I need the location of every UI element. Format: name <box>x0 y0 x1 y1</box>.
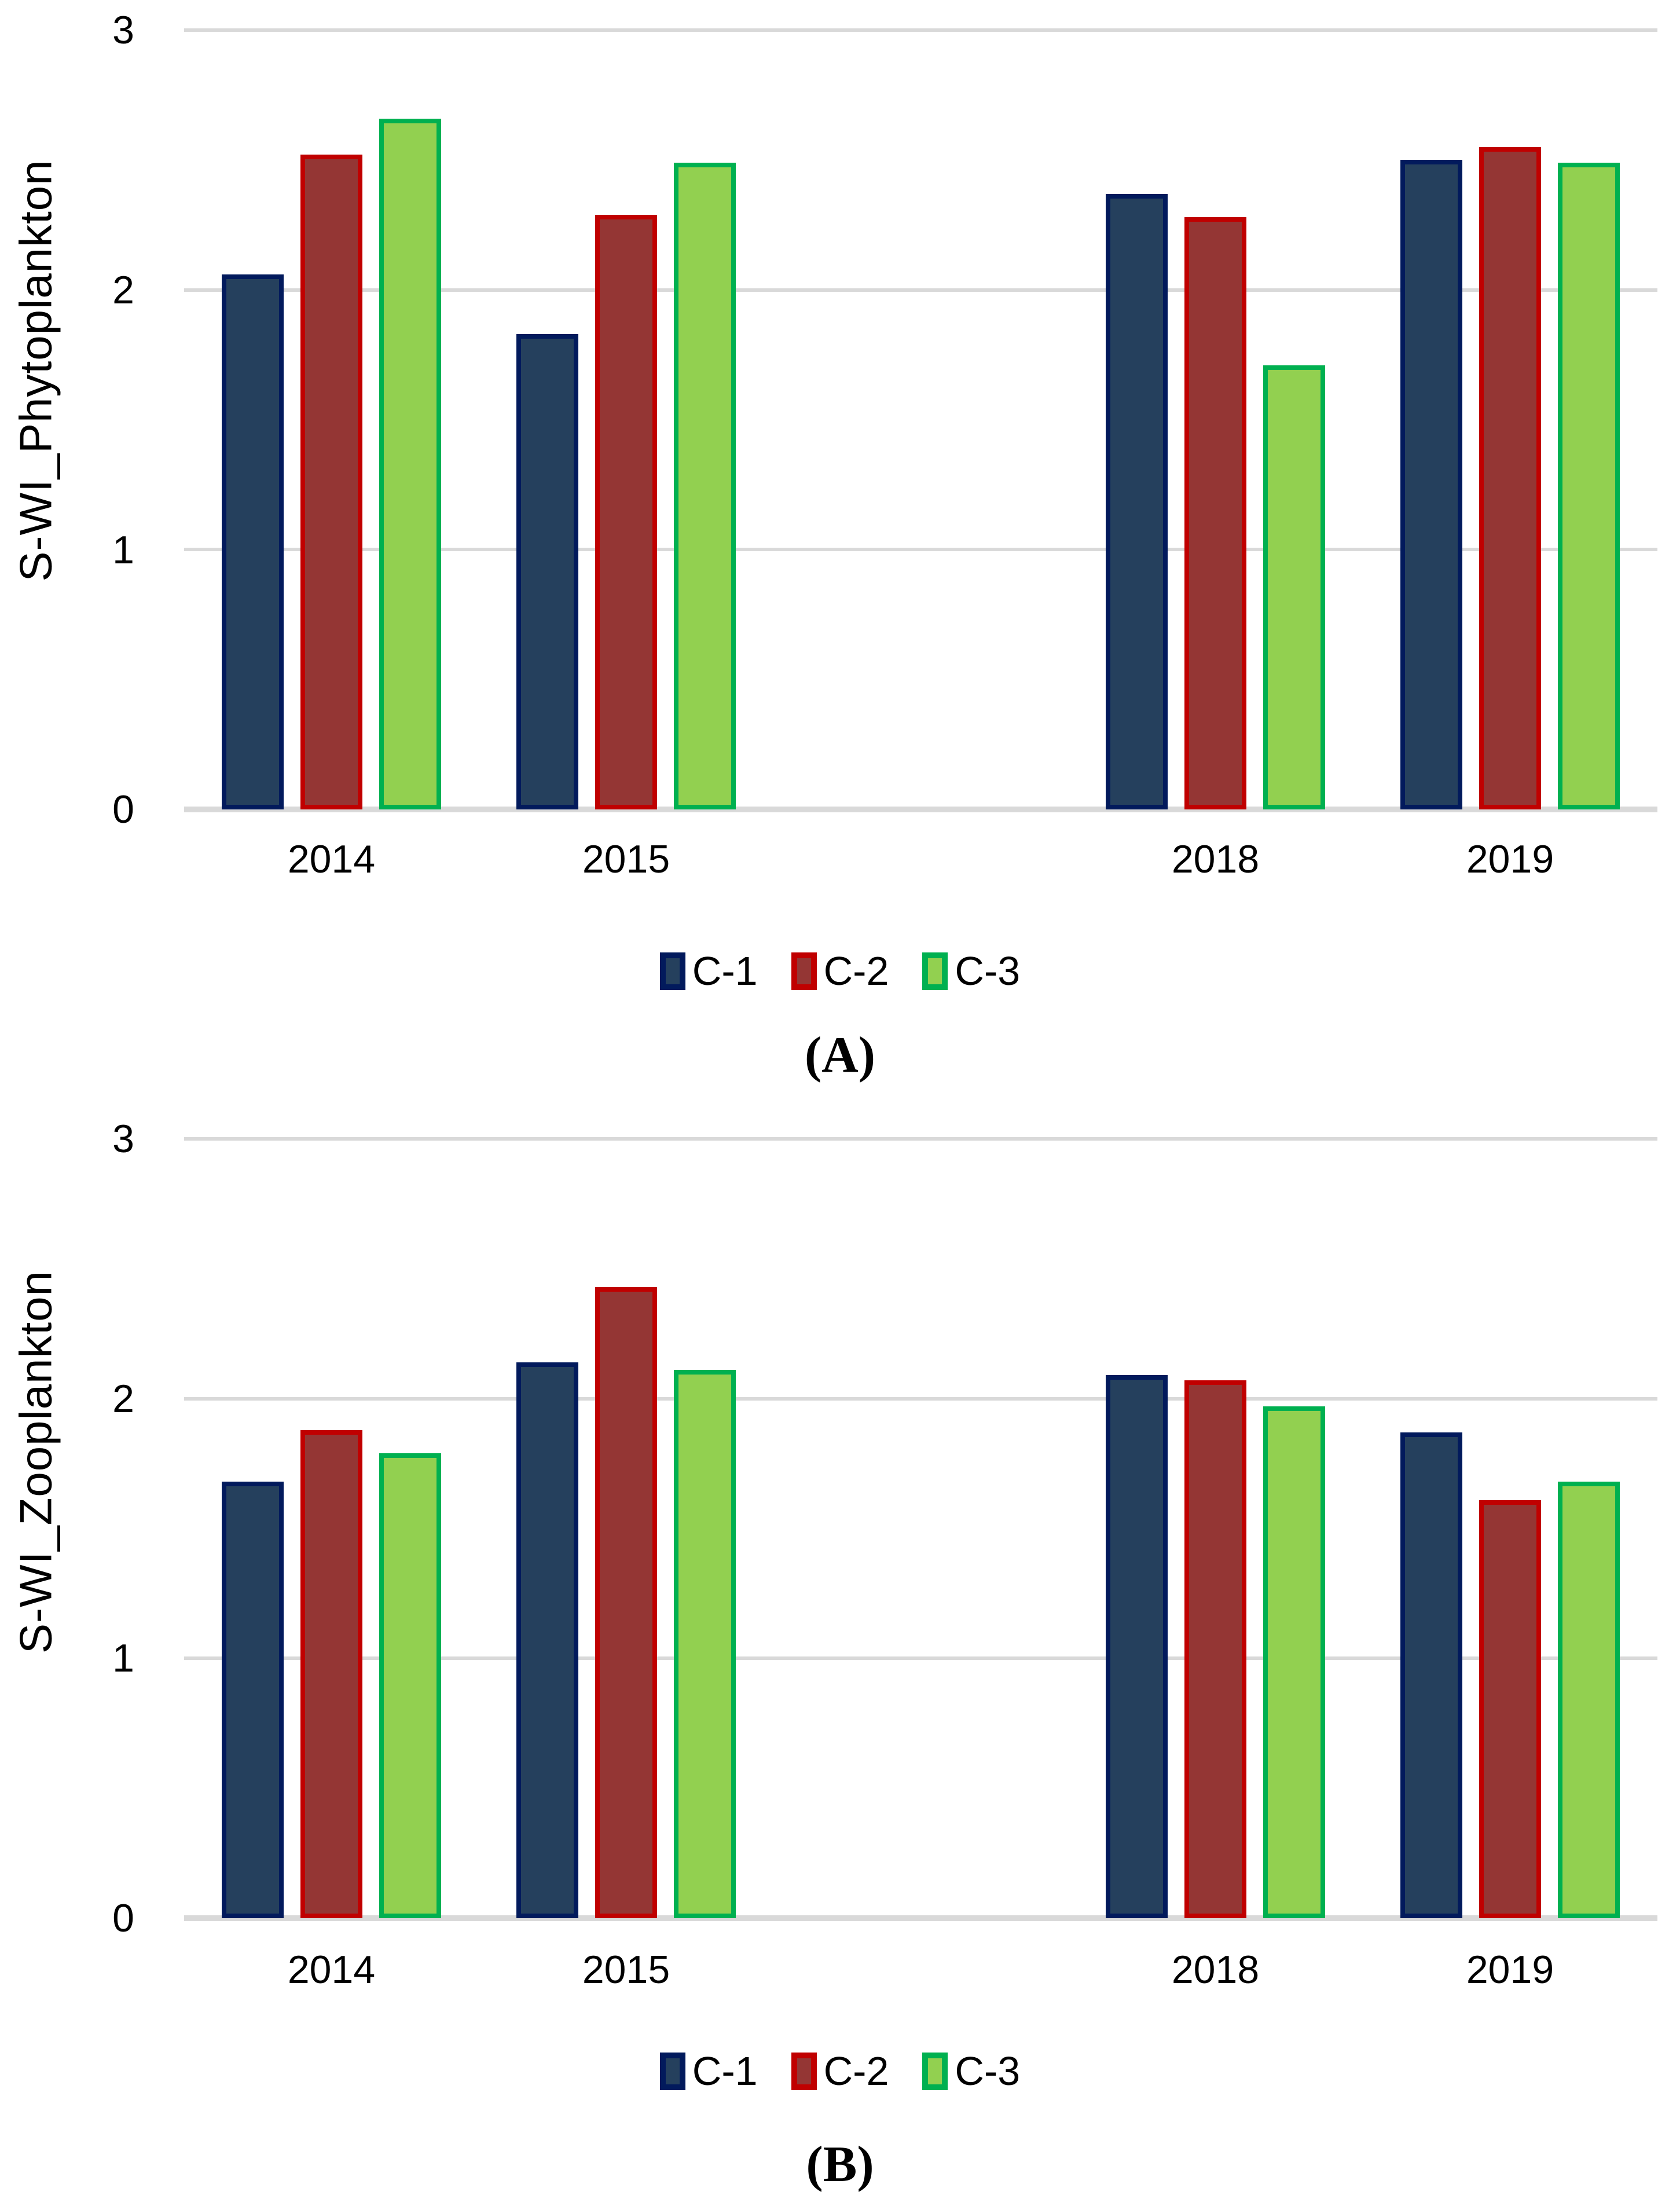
x-axis-line <box>184 807 1657 812</box>
legend-label: C-1 <box>692 948 758 994</box>
bars-container <box>184 1139 1657 1918</box>
y-axis-title: S-WI_Zooplankton <box>10 1270 61 1654</box>
panel-caption: (A) <box>804 1027 876 1083</box>
legend-item: C-2 <box>791 2051 889 2091</box>
bar-c-3-2019 <box>1558 162 1620 809</box>
x-tick-label: 2018 <box>1171 1948 1260 1992</box>
bar-group-2018 <box>1068 1139 1363 1918</box>
legend: C-1 C-2 C-3 <box>0 951 1680 991</box>
bar-c-2-2015 <box>595 214 657 809</box>
y-tick-label: 2 <box>112 1377 134 1421</box>
x-tick-label: 2015 <box>582 1948 670 1992</box>
bar-group-2019 <box>1363 1139 1657 1918</box>
legend: C-1 C-2 C-3 <box>0 2051 1680 2091</box>
bar-group-2015 <box>479 1139 773 1918</box>
legend-label: C-2 <box>823 948 889 994</box>
bar-c-3-2018 <box>1263 365 1325 809</box>
bar-c-3-2015 <box>674 1370 736 1918</box>
bar-c-1-2014 <box>222 1482 284 1918</box>
x-axis-labels: 2014 2015 2018 2019 <box>184 838 1657 890</box>
bar-c-2-2018 <box>1184 217 1246 809</box>
gridline <box>184 28 1657 32</box>
legend-swatch-c2 <box>791 2052 817 2090</box>
legend-swatch-c1 <box>659 952 685 990</box>
bar-c-1-2015 <box>516 1362 578 1918</box>
panel-b: S-WI_Zooplankton 3 2 1 0 2014 2015 2018 201… <box>0 1100 1680 2199</box>
bar-c-2-2014 <box>300 155 362 809</box>
bar-group-2014 <box>184 30 479 809</box>
bar-c-3-2014 <box>379 1453 441 1918</box>
legend-item: C-1 <box>659 948 758 994</box>
y-tick-label: 1 <box>112 528 134 572</box>
plot-area <box>184 1137 1657 1921</box>
y-tick-label: 1 <box>112 1636 134 1680</box>
x-tick-label: 2019 <box>1466 1948 1554 1992</box>
bar-group-2014 <box>184 1139 479 1918</box>
gridline <box>184 288 1657 292</box>
legend-item: C-3 <box>922 2051 1020 2091</box>
y-tick-label: 0 <box>112 1896 134 1940</box>
bars-container <box>184 30 1657 809</box>
x-tick-label: 2019 <box>1466 837 1554 881</box>
legend-label: C-2 <box>823 2048 889 2094</box>
gridline <box>184 548 1657 552</box>
gridline <box>184 1397 1657 1401</box>
legend-swatch-c3 <box>922 2052 948 2090</box>
legend-item: C-3 <box>922 951 1020 991</box>
legend-label: C-3 <box>955 2048 1021 2094</box>
x-tick-label: 2018 <box>1171 837 1260 881</box>
bar-c-2-2018 <box>1184 1380 1246 1918</box>
panel-caption: (B) <box>806 2136 874 2193</box>
bar-c-1-2019 <box>1400 1432 1462 1918</box>
bar-group-2019 <box>1363 30 1657 809</box>
legend-swatch-c2 <box>791 952 817 990</box>
panel-a: S-WI_Phytoplankton 3 2 1 0 2014 2015 2018 2… <box>0 8 1680 1083</box>
legend-swatch-c3 <box>922 952 948 990</box>
bar-c-1-2018 <box>1106 1375 1168 1918</box>
y-tick-label: 2 <box>112 268 134 312</box>
bar-c-1-2018 <box>1106 193 1168 809</box>
bar-c-3-2014 <box>379 118 441 809</box>
bar-c-2-2019 <box>1479 146 1541 809</box>
legend-label: C-1 <box>692 2048 758 2094</box>
gridline <box>184 1137 1657 1141</box>
bar-c-1-2015 <box>516 333 578 809</box>
x-tick-label: 2014 <box>287 837 376 881</box>
bar-c-1-2019 <box>1400 160 1462 809</box>
bar-group-2015 <box>479 30 773 809</box>
bar-c-2-2014 <box>300 1430 362 1918</box>
legend-item: C-1 <box>659 2048 758 2094</box>
bar-c-3-2019 <box>1558 1482 1620 1918</box>
bar-c-3-2015 <box>674 162 736 809</box>
y-tick-label: 0 <box>112 787 134 831</box>
bar-c-2-2019 <box>1479 1500 1541 1918</box>
x-tick-label: 2015 <box>582 837 670 881</box>
x-axis-line <box>184 1915 1657 1921</box>
legend-label: C-3 <box>955 948 1021 994</box>
y-axis-title: S-WI_Phytoplankton <box>10 159 61 582</box>
x-axis-labels: 2014 2015 2018 2019 <box>184 1949 1657 2001</box>
plot-area <box>184 28 1657 812</box>
bar-c-1-2014 <box>222 274 284 809</box>
y-tick-label: 3 <box>112 8 134 52</box>
bar-c-3-2018 <box>1263 1406 1325 1918</box>
legend-item: C-2 <box>791 951 889 991</box>
gridline <box>184 1656 1657 1661</box>
legend-swatch-c1 <box>659 2052 685 2090</box>
bar-c-2-2015 <box>595 1287 657 1918</box>
x-tick-label: 2014 <box>287 1948 376 1992</box>
y-tick-label: 3 <box>112 1117 134 1161</box>
bar-group-2018 <box>1068 30 1363 809</box>
